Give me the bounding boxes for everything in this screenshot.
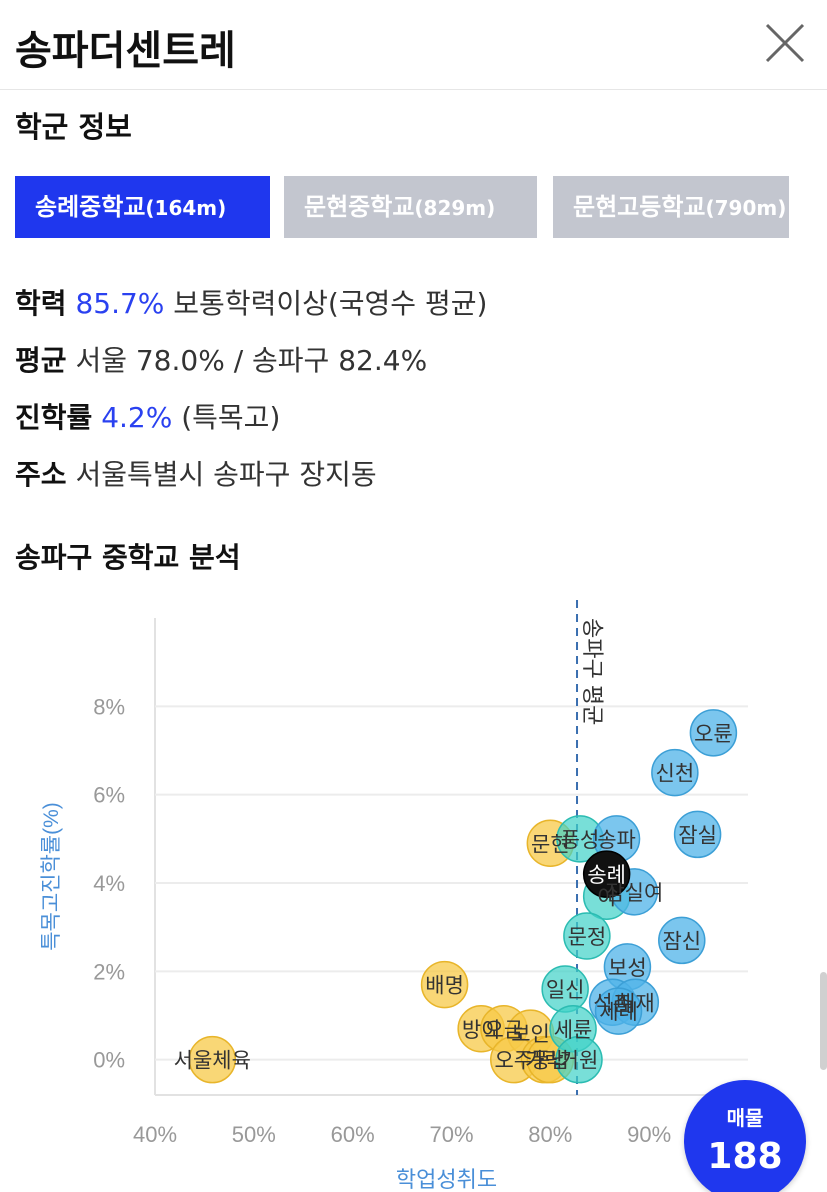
data-point-label: 가락 (525, 1050, 564, 1073)
tab-school-name: 문현고등학교 (573, 193, 706, 221)
data-point-label: 거원 (560, 1050, 599, 1073)
data-point-label: 송파 (597, 829, 636, 852)
y-tick-label: 4% (93, 871, 125, 896)
y-tick-label: 8% (93, 694, 125, 719)
data-point-label: 잠신 (662, 930, 701, 953)
data-point (582, 850, 631, 898)
x-tick-label: 90% (627, 1122, 671, 1147)
data-point (689, 709, 738, 757)
data-point-label: 송례 (587, 864, 626, 887)
school-tabs: 송례중학교(164m) 문현중학교(829m) 문현고등학교(790m) (15, 176, 789, 238)
tab-school-distance: (164m) (145, 196, 227, 220)
info-admission: 진학률 4.2% (특목고) (15, 396, 280, 436)
x-tick-label: 40% (133, 1122, 177, 1147)
info-average: 평균 서울 78.0% / 송파구 82.4% (15, 339, 427, 379)
data-point-label: 풍납 (531, 1050, 570, 1073)
close-icon[interactable] (762, 20, 808, 66)
x-tick-label: 70% (429, 1122, 473, 1147)
info-academic: 학력 85.7% 보통학력이상(국영수 평균) (15, 282, 487, 322)
info-average-label: 평균 (15, 344, 67, 377)
data-point-label: 배재 (616, 992, 655, 1015)
analysis-section-title: 송파구 중학교 분석 (15, 541, 241, 574)
listings-button[interactable]: 매물 188 (684, 1080, 806, 1192)
data-point-label: 문정 (568, 926, 607, 949)
data-point (555, 1035, 603, 1084)
data-point-label: 잠실여 (605, 882, 663, 905)
data-point-label: 오금 (485, 1019, 524, 1042)
info-academic-desc: 보통학력이상(국영수 평균) (173, 287, 488, 320)
info-address-value: 서울특별시 송파구 장지동 (75, 458, 377, 491)
info-admission-desc: (특목고) (181, 401, 281, 434)
reference-line-label: 송파구 평균 (580, 618, 605, 725)
info-address-label: 주소 (15, 458, 67, 491)
data-point-label: 신천 (656, 763, 695, 786)
data-point-label: 잠실 (678, 824, 717, 847)
data-point-label: 서울체육 (174, 1050, 251, 1073)
y-axis-title: 특목고진학률(%) (40, 802, 63, 951)
data-point-label: 방이 (462, 1019, 501, 1042)
tab-school-1[interactable]: 송례중학교(164m) (15, 176, 270, 238)
tab-school-distance: (829m) (414, 196, 496, 220)
data-point-label: 오주 (494, 1050, 533, 1073)
data-point-label: 일신 (546, 979, 585, 1002)
x-tick-label: 80% (528, 1122, 572, 1147)
data-point (563, 912, 611, 960)
tab-school-distance: (790m) (705, 196, 787, 220)
data-point-label: 석촌 (593, 992, 632, 1015)
data-point-label: 풍성 (561, 829, 600, 852)
scrollbar[interactable] (820, 972, 827, 1070)
header: 송파더센트레 (0, 0, 827, 90)
y-tick-label: 0% (93, 1048, 125, 1073)
data-point-label: 세례 (599, 1001, 638, 1024)
data-point-label: 문현 (531, 833, 570, 856)
data-point (420, 960, 469, 1009)
info-average-value: 서울 78.0% / 송파구 82.4% (75, 344, 428, 377)
data-point-label: 보성 (608, 957, 647, 980)
data-point-label: 보인 (511, 1023, 550, 1046)
listings-label: 매물 (726, 1106, 764, 1130)
data-point-label: 세륜 (554, 1019, 593, 1042)
x-tick-label: 60% (331, 1122, 375, 1147)
info-academic-value: 85.7% (75, 287, 165, 320)
y-tick-label: 6% (93, 783, 125, 808)
page-title: 송파더센트레 (15, 28, 236, 74)
info-academic-label: 학력 (15, 287, 67, 320)
data-point (188, 1035, 237, 1084)
tab-school-name: 문현중학교 (304, 193, 415, 221)
x-tick-label: 50% (232, 1122, 276, 1147)
data-point-label: 이 (597, 886, 616, 909)
x-axis-title: 학업성취도 (396, 1167, 497, 1192)
data-point-label: 배명 (425, 975, 464, 998)
school-section-title: 학군 정보 (15, 110, 132, 144)
tab-school-name: 송례중학교 (35, 193, 146, 221)
info-admission-label: 진학률 (15, 401, 93, 434)
data-point-label: 오륜 (694, 723, 733, 746)
listings-count: 188 (707, 1136, 783, 1177)
data-point (594, 987, 643, 1035)
tab-school-2[interactable]: 문현중학교(829m) (284, 176, 537, 238)
info-admission-value: 4.2% (101, 401, 173, 434)
info-address: 주소 서울특별시 송파구 장지동 (15, 453, 377, 493)
data-point (651, 748, 699, 797)
tab-school-3[interactable]: 문현고등학교(790m) (553, 176, 789, 238)
y-tick-label: 2% (93, 959, 125, 984)
data-point (658, 916, 706, 965)
data-point (673, 810, 722, 859)
